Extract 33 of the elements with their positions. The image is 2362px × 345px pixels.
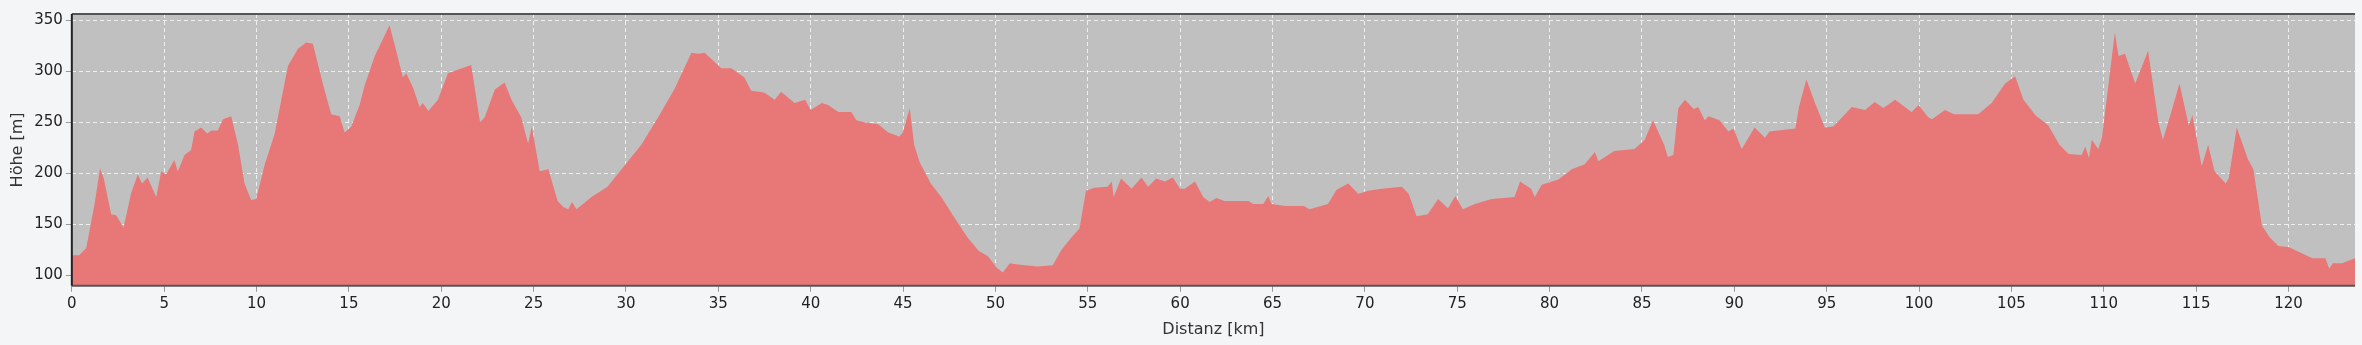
x-tick-label: 95	[1817, 293, 1837, 312]
x-tick-label: 40	[801, 293, 821, 312]
x-tick-label: 35	[708, 293, 728, 312]
x-tick-label: 45	[893, 293, 913, 312]
x-tick-label: 55	[1078, 293, 1098, 312]
x-tick-label: 80	[1540, 293, 1560, 312]
x-tick-label: 85	[1632, 293, 1652, 312]
x-tick-label: 25	[524, 293, 544, 312]
y-axis-title: Höhe [m]	[6, 112, 26, 188]
x-tick-label: 60	[1170, 293, 1190, 312]
y-tick-label: 200	[34, 163, 63, 182]
y-tick-label: 250	[34, 112, 63, 131]
x-tick-label: 30	[616, 293, 636, 312]
y-tick-label: 150	[34, 214, 63, 233]
x-tick-label: 110	[2089, 293, 2119, 312]
x-tick-label: 75	[1447, 293, 1467, 312]
x-tick-label: 20	[431, 293, 451, 312]
x-tick-label: 15	[339, 293, 359, 312]
y-tick-label: 350	[34, 10, 63, 29]
x-tick-label: 120	[2274, 293, 2303, 312]
x-tick-label: 100	[1904, 293, 1934, 312]
x-tick-label: 50	[985, 293, 1005, 312]
x-tick-label: 0	[67, 293, 77, 312]
y-tick-label: 300	[34, 61, 63, 80]
x-tick-label: 105	[1997, 293, 2026, 312]
x-tick-label: 115	[2181, 293, 2211, 312]
x-tick-label: 10	[247, 293, 267, 312]
x-axis-title: Distanz [km]	[1162, 318, 1265, 338]
x-tick-label: 65	[1262, 293, 1283, 312]
x-tick-label: 5	[159, 293, 169, 312]
x-tick-label: 90	[1724, 293, 1744, 312]
x-tick-label: 70	[1355, 293, 1375, 312]
y-tick-label: 100	[34, 265, 63, 284]
